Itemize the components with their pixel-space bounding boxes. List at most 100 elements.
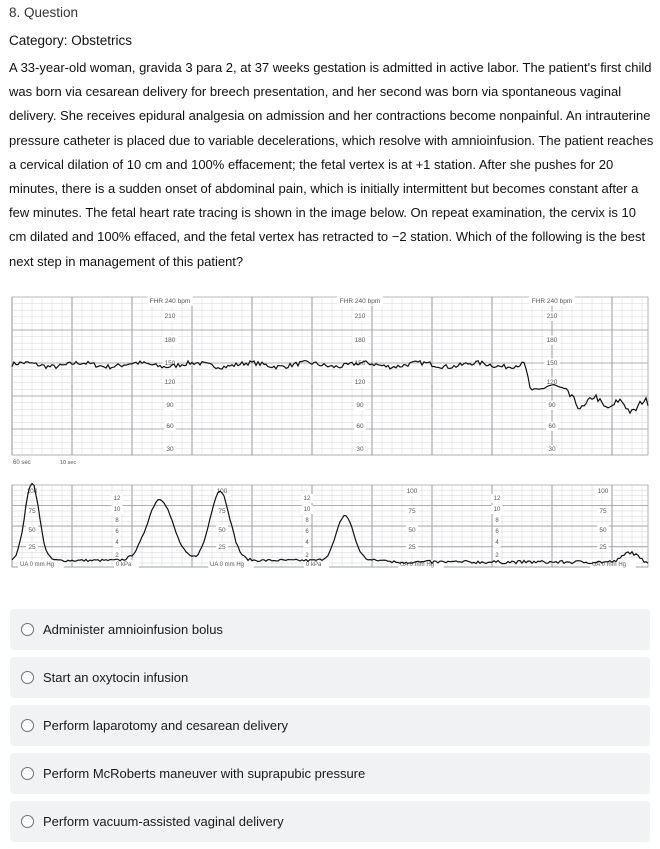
label-background bbox=[546, 444, 558, 454]
answer-choice-e[interactable]: Perform vacuum-assisted vaginal delivery bbox=[10, 801, 650, 842]
label-background bbox=[216, 506, 228, 516]
ua-tick-label: 50 bbox=[408, 527, 416, 534]
label-background bbox=[406, 525, 418, 535]
answer-choice-label: Start an oxytocin infusion bbox=[43, 670, 189, 685]
kpa-axis-label: 0 kPa bbox=[306, 562, 322, 568]
label-background bbox=[26, 506, 38, 516]
radio-icon[interactable] bbox=[21, 671, 34, 684]
label-background bbox=[337, 296, 383, 306]
label-background bbox=[352, 377, 368, 387]
kpa-tick-label: 6 bbox=[495, 529, 499, 535]
label-background bbox=[303, 516, 311, 525]
label-background bbox=[113, 527, 121, 536]
fhr-tick-label: 180 bbox=[547, 337, 558, 344]
answer-choice-label: Perform vacuum-assisted vaginal delivery bbox=[43, 814, 284, 829]
kpa-tick-label: 4 bbox=[495, 540, 499, 546]
fhr-tick-label: 30 bbox=[356, 446, 364, 453]
fhr-tick-label: 120 bbox=[355, 379, 366, 386]
label-background bbox=[590, 560, 636, 569]
ua-axis-label: UA 0 mm Hg bbox=[20, 562, 54, 568]
answer-choices: Administer amnioinfusion bolus Start an … bbox=[10, 609, 650, 849]
label-background bbox=[544, 311, 560, 321]
kpa-tick-label: 2 bbox=[305, 553, 309, 559]
label-background bbox=[114, 560, 139, 569]
label-background bbox=[597, 542, 609, 552]
kpa-tick-label: 2 bbox=[495, 553, 499, 559]
ua-tick-label: 100 bbox=[407, 488, 418, 495]
label-background bbox=[162, 311, 178, 321]
label-background bbox=[303, 538, 311, 547]
label-background bbox=[597, 525, 609, 535]
label-background bbox=[111, 494, 123, 503]
label-background bbox=[354, 444, 366, 454]
label-background bbox=[544, 358, 560, 368]
answer-choice-b[interactable]: Start an oxytocin infusion bbox=[10, 657, 650, 698]
kpa-tick-label: 10 bbox=[114, 507, 121, 513]
ua-tick-label: 25 bbox=[28, 544, 36, 551]
ua-tick-label: 75 bbox=[599, 508, 607, 515]
answer-choice-c[interactable]: Perform laparotomy and cesarean delivery bbox=[10, 705, 650, 746]
answer-choice-d[interactable]: Perform McRoberts maneuver with suprapub… bbox=[10, 753, 650, 794]
fhr-tick-label: 120 bbox=[547, 379, 558, 386]
radio-icon[interactable] bbox=[21, 815, 34, 828]
label-background bbox=[164, 421, 176, 431]
fhr-axis-header: FHR 240 bpm bbox=[150, 298, 190, 305]
label-background bbox=[26, 525, 38, 535]
kpa-tick-label: 12 bbox=[304, 496, 311, 502]
fhr-tick-label: 30 bbox=[548, 446, 556, 453]
fhr-tick-label: 150 bbox=[547, 360, 558, 367]
fhr-tick-label: 210 bbox=[547, 313, 558, 320]
label-background bbox=[216, 525, 228, 535]
fhr-axis-header: FHR 240 bpm bbox=[340, 298, 380, 305]
label-background bbox=[354, 421, 366, 431]
fhr-tick-label: 120 bbox=[165, 379, 176, 386]
label-background bbox=[164, 444, 176, 454]
label-background bbox=[208, 560, 254, 569]
label-background bbox=[406, 506, 418, 516]
label-background bbox=[113, 551, 121, 560]
kpa-tick-label: 10 bbox=[304, 507, 311, 513]
ua-tick-label: 25 bbox=[599, 544, 607, 551]
fhr-tick-label: 30 bbox=[166, 446, 174, 453]
label-background bbox=[24, 486, 40, 496]
kpa-tick-label: 4 bbox=[115, 540, 119, 546]
label-background bbox=[493, 527, 501, 536]
ua-axis-label: UA 0 mm Hg bbox=[210, 562, 244, 568]
answer-choice-label: Perform laparotomy and cesarean delivery bbox=[43, 718, 288, 733]
label-background bbox=[544, 377, 560, 387]
label-background bbox=[162, 335, 178, 345]
kpa-tick-label: 8 bbox=[305, 518, 309, 524]
label-background bbox=[304, 560, 329, 569]
ua-tick-label: 75 bbox=[408, 508, 416, 515]
ua-tick-label: 100 bbox=[217, 488, 228, 495]
answer-choice-a[interactable]: Administer amnioinfusion bolus bbox=[10, 609, 650, 650]
label-background bbox=[406, 542, 418, 552]
label-background bbox=[529, 296, 575, 306]
fhr-tick-label: 180 bbox=[165, 337, 176, 344]
kpa-tick-label: 8 bbox=[495, 518, 499, 524]
radio-icon[interactable] bbox=[21, 767, 34, 780]
label-background bbox=[544, 335, 560, 345]
ua-tick-label: 50 bbox=[28, 527, 36, 534]
answer-choice-label: Perform McRoberts maneuver with suprapub… bbox=[43, 766, 366, 781]
fhr-tick-label: 210 bbox=[165, 313, 176, 320]
label-background bbox=[493, 538, 501, 547]
fhr-tick-label: 150 bbox=[165, 360, 176, 367]
label-background bbox=[546, 421, 558, 431]
label-background bbox=[113, 516, 121, 525]
label-background bbox=[491, 505, 503, 514]
label-background bbox=[162, 358, 178, 368]
label-background bbox=[164, 400, 176, 410]
label-background bbox=[493, 551, 501, 560]
radio-icon[interactable] bbox=[21, 623, 34, 636]
kpa-tick-label: 10 bbox=[494, 507, 501, 513]
kpa-axis-label: 0 kPa bbox=[116, 562, 132, 568]
radio-icon[interactable] bbox=[21, 719, 34, 732]
kpa-tick-label: 2 bbox=[115, 553, 119, 559]
kpa-tick-label: 12 bbox=[114, 496, 121, 502]
fhr-tick-label: 90 bbox=[356, 402, 364, 409]
fhr-tick-label: 60 bbox=[166, 423, 174, 430]
label-background bbox=[147, 296, 193, 306]
fhr-tick-label: 180 bbox=[355, 337, 366, 344]
label-background bbox=[111, 505, 123, 514]
